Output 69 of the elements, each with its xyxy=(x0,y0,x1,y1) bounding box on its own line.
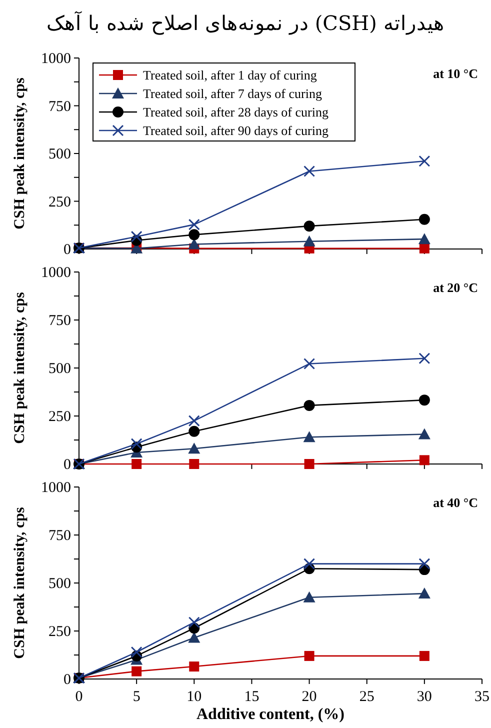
y-tick-label: 750 xyxy=(48,528,71,544)
x-tick-label: 25 xyxy=(359,689,374,705)
annotation: at 40 °C xyxy=(433,495,478,510)
annotation: at 10 °C xyxy=(433,66,478,81)
y-tick-label: 1000 xyxy=(41,265,71,281)
point xyxy=(418,428,430,440)
point xyxy=(189,662,200,672)
x-tick-label: 35 xyxy=(474,689,490,705)
point xyxy=(188,229,200,240)
point xyxy=(188,442,200,454)
point xyxy=(418,394,430,406)
legend-label: Treated soil, after 90 days of curing xyxy=(143,123,329,138)
y-tick-label: 500 xyxy=(48,576,71,592)
point xyxy=(419,650,430,661)
legend-label: Treated soil, after 1 day of curing xyxy=(143,68,318,82)
y-axis-title: CSH peak intensity, cps xyxy=(12,77,28,230)
x-tick-label: 10 xyxy=(186,689,202,705)
point xyxy=(188,218,200,230)
point xyxy=(304,400,315,411)
y-tick-label: 500 xyxy=(48,146,71,162)
point xyxy=(418,233,430,244)
x-tick-label: 0 xyxy=(75,689,83,705)
y-tick-label: 1000 xyxy=(41,480,71,496)
point xyxy=(304,220,315,232)
x-axis-title: Additive content, (%) xyxy=(196,706,344,723)
point xyxy=(130,230,142,242)
point xyxy=(304,459,314,469)
point xyxy=(130,646,142,658)
point xyxy=(130,438,142,450)
y-tick-label: 750 xyxy=(48,98,71,115)
y-tick-label: 0 xyxy=(64,672,71,688)
x-tick-label: 20 xyxy=(302,689,317,705)
point xyxy=(189,459,200,469)
x-tick-label: 15 xyxy=(244,689,260,705)
y-tick-label: 1000 xyxy=(41,51,71,67)
point xyxy=(418,352,430,364)
point xyxy=(304,650,314,661)
point xyxy=(418,558,430,570)
point xyxy=(418,214,430,225)
point xyxy=(303,431,316,442)
legend-label: Treated soil, after 28 days of curing xyxy=(143,104,329,120)
x-tick-label: 30 xyxy=(416,689,432,705)
point xyxy=(303,591,316,602)
y-tick-label: 750 xyxy=(48,313,71,329)
point xyxy=(419,243,430,254)
x-tick-label: 5 xyxy=(132,689,140,705)
point xyxy=(419,455,430,466)
point xyxy=(418,155,430,167)
point xyxy=(132,666,142,676)
y-tick-label: 250 xyxy=(48,624,71,640)
point xyxy=(303,235,316,246)
point xyxy=(304,166,316,178)
legend-label: Treated soil, after 7 days of curing xyxy=(143,86,322,101)
chart-title: هیدراته (CSH) در نمونه‌های اصلاح شده با آهک xyxy=(46,11,444,35)
point xyxy=(188,415,200,427)
point xyxy=(304,358,316,370)
y-tick-label: 0 xyxy=(64,242,71,258)
point xyxy=(132,459,142,469)
y-axis-title: CSH peak intensity, cps xyxy=(12,292,28,444)
y-tick-label: 250 xyxy=(48,409,71,425)
point xyxy=(188,426,200,437)
point xyxy=(304,558,316,570)
y-axis-title: CSH peak intensity, cps xyxy=(12,506,28,659)
point xyxy=(188,616,200,628)
point xyxy=(418,588,430,599)
y-tick-label: 500 xyxy=(48,361,71,377)
y-tick-label: 0 xyxy=(64,457,71,473)
annotation: at 20 °C xyxy=(433,280,478,295)
y-tick-label: 250 xyxy=(48,194,71,210)
